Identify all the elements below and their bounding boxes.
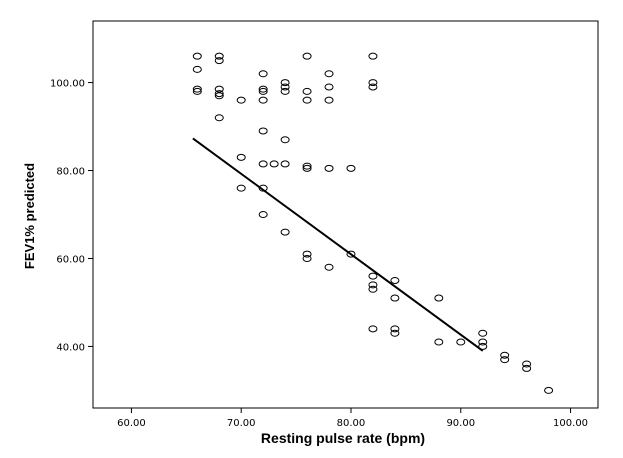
data-point [258,160,268,168]
data-point [302,52,312,60]
data-point [236,96,246,104]
data-point [214,92,224,100]
data-point [368,285,378,293]
x-tick-label: 100.00 [553,418,588,429]
y-axis-title: FEV1% predicted [22,163,37,269]
x-axis-ticks: 60.00 70.00 80.00 90.00 100.00 [117,408,588,429]
x-tick-label: 70.00 [227,418,256,429]
data-point [522,360,532,368]
data-point [324,70,334,78]
data-point [368,52,378,60]
data-point [214,57,224,65]
regression-line [192,137,484,352]
x-tick-label: 80.00 [337,418,366,429]
data-point [280,87,290,95]
y-tick-label: 40.00 [56,342,85,353]
data-point [302,96,312,104]
data-point [280,160,290,168]
data-point [214,85,224,93]
y-tick-label: 80.00 [56,167,85,178]
data-point [434,294,444,302]
data-point [456,338,466,346]
data-point [302,164,312,172]
data-point [390,276,400,284]
data-point [192,85,202,93]
data-point [236,153,246,161]
data-point [390,329,400,337]
data-point [390,294,400,302]
data-point [258,96,268,104]
data-point [478,342,488,350]
data-point [214,90,224,98]
data-point [302,162,312,170]
plot-area-frame [92,20,599,409]
data-point [368,272,378,280]
y-tick-label: 100.00 [50,79,85,90]
data-point [258,211,268,218]
data-point [280,228,290,236]
data-point [258,85,268,93]
x-tick-label: 60.00 [117,418,146,429]
data-point [368,83,378,91]
data-point [214,52,224,60]
x-axis-title: Resting pulse rate (bpm) [261,430,425,446]
data-point [390,325,400,333]
data-point [500,356,510,364]
data-point [478,329,488,337]
data-point [192,65,202,73]
data-point [368,281,378,289]
data-point [269,160,279,168]
data-point [280,136,290,144]
data-point [192,52,202,60]
y-tick-label: 60.00 [56,254,85,265]
data-point [500,351,510,359]
data-point [368,79,378,87]
data-point [368,325,378,333]
data-point [258,87,268,95]
data-point [434,338,444,346]
data-point [280,79,290,87]
data-point [544,386,554,394]
data-points [192,52,554,394]
y-axis-ticks: 40.00 60.00 80.00 100.00 [50,79,93,353]
data-point [192,87,202,95]
data-point [346,164,356,172]
regression-line-group [192,137,484,352]
x-tick-label: 90.00 [446,418,475,429]
data-point [346,250,356,258]
data-point [324,96,334,104]
data-point [324,164,334,172]
data-point [236,184,246,192]
data-point [214,114,224,122]
data-point [302,254,312,262]
data-point [302,250,312,258]
data-point [280,83,290,91]
data-point [302,87,312,95]
data-point [258,127,268,135]
data-point [522,364,532,372]
data-point [324,263,334,271]
data-point [478,338,488,346]
data-point [258,184,268,192]
data-point [258,70,268,78]
data-point [324,83,334,91]
